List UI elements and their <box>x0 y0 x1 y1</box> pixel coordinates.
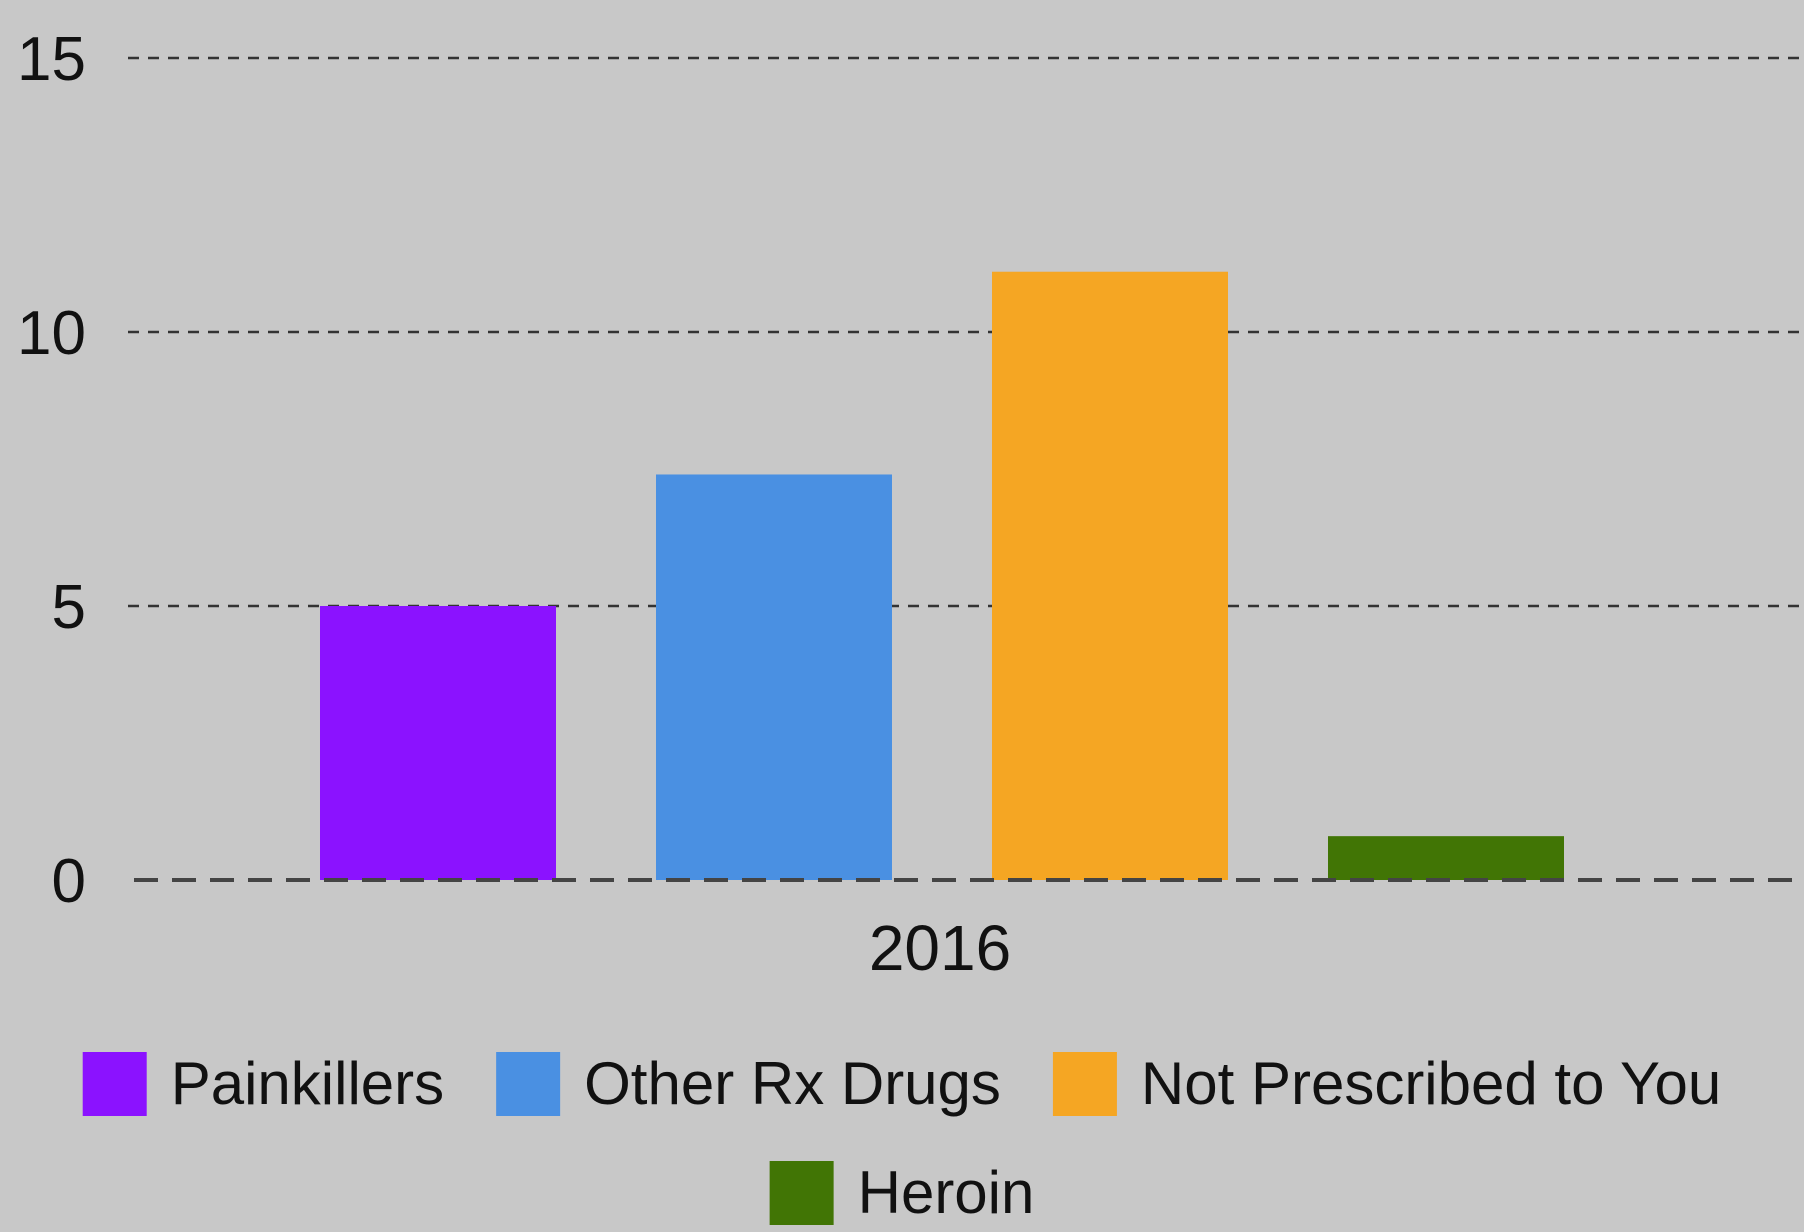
legend-swatch-heroin <box>769 1161 834 1225</box>
legend-label-painkillers: Painkillers <box>171 1050 444 1117</box>
y-tick-label-15: 15 <box>17 25 86 94</box>
bar-not-prescribed-to-you[interactable] <box>992 271 1228 881</box>
legend-swatch-other-rx-drugs <box>496 1052 561 1116</box>
y-tick-label-10: 10 <box>17 299 86 368</box>
legend-label-not-prescribed-to-you: Not Prescribed to You <box>1141 1050 1721 1117</box>
legend-swatch-not-prescribed-to-you <box>1052 1052 1117 1116</box>
gridlines <box>128 56 1800 608</box>
legend-label-other-rx-drugs: Other Rx Drugs <box>584 1050 1001 1117</box>
bar-other-rx-drugs[interactable] <box>656 474 892 880</box>
legend-item-other-rx-drugs[interactable]: Other Rx Drugs <box>496 1050 1001 1117</box>
y-tick-label-0: 0 <box>52 847 86 916</box>
x-category-label: 2016 <box>869 912 1011 984</box>
y-tick-label-5: 5 <box>52 573 86 642</box>
y-axis-ticks: 0 5 10 15 <box>17 25 86 916</box>
legend-item-heroin[interactable]: Heroin <box>769 1159 1035 1226</box>
legend-item-painkillers[interactable]: Painkillers <box>82 1050 444 1117</box>
x-axis-categories: 2016 <box>869 912 1011 984</box>
bar-heroin[interactable] <box>1328 836 1564 880</box>
legend-item-not-prescribed-to-you[interactable]: Not Prescribed to You <box>1052 1050 1721 1117</box>
legend-label-heroin: Heroin <box>858 1159 1035 1226</box>
bar-painkillers[interactable] <box>320 606 556 880</box>
legend-swatch-painkillers <box>82 1052 147 1116</box>
bars <box>320 271 1564 881</box>
legend: Painkillers Other Rx Drugs Not Prescribed … <box>82 1050 1721 1226</box>
